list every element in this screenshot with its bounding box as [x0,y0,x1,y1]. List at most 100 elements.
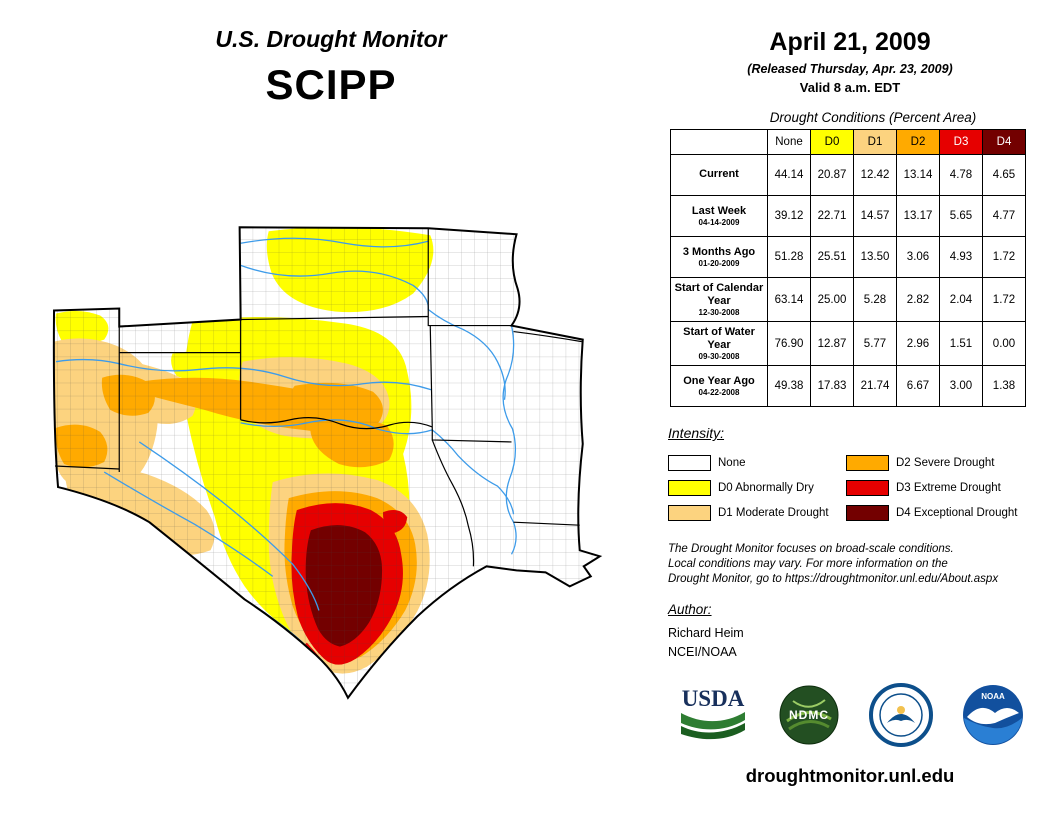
d1-swatch [668,504,711,521]
table-corner-cell [670,129,768,155]
region-title: SCIPP [265,61,397,108]
author-name: Richard Heim [668,626,744,640]
value-cell: 3.06 [896,236,940,278]
table-row-last-week: Last Week 04-14-2009 39.12 22.71 14.57 13… [670,195,1026,237]
legend-title: Intensity: [668,425,725,441]
row-label: Start of Water Year [683,326,755,351]
map-outline [52,226,603,700]
ndmc-logo: NDMC [779,685,839,745]
row-label: One Year Ago [683,374,755,387]
author-org: NCEI/NOAA [668,645,737,659]
value-cell: 76.90 [767,321,811,366]
county-grid [53,227,600,698]
value-cell: 0.00 [982,321,1026,366]
value-cell: 6.67 [896,365,940,407]
row-date: 12-30-2008 [698,308,740,317]
row-date: 09-30-2008 [698,352,740,361]
value-cell: 5.77 [853,321,897,366]
state-borders [55,228,582,567]
row-date: 04-22-2008 [698,388,740,398]
legend-label: D2 Severe Drought [896,456,995,469]
table-row-start-calendar-year: Start of Calendar Year 12-30-2008 63.14 2… [670,277,1026,322]
legend-grid: None D0 Abnormally Dry D1 Moderate Droug… [668,450,1032,525]
row-label: 3 Months Ago [682,245,756,258]
col-header-d0: D0 [810,129,854,155]
value-cell: 4.65 [982,154,1026,196]
disclaimer-line: Local conditions may vary. For more info… [668,558,948,570]
value-cell: 1.72 [982,236,1026,278]
value-cell: 12.87 [810,321,854,366]
value-cell: 1.51 [939,321,983,366]
value-cell: 13.17 [896,195,940,237]
value-cell: 20.87 [810,154,854,196]
author-heading: Author: [668,602,712,617]
valid-time: Valid 8 a.m. EDT [799,80,901,95]
table-row-one-year-ago: One Year Ago 04-22-2008 49.38 17.83 21.74… [670,365,1026,407]
value-cell: 13.14 [896,154,940,196]
value-cell: 4.93 [939,236,983,278]
disclaimer-line: Drought Monitor, go to https://droughtmo… [668,573,999,585]
footer-url: droughtmonitor.unl.edu [745,765,955,786]
value-cell: 21.74 [853,365,897,407]
drought-map [44,212,662,712]
info-panel: April 21, 2009 (Released Thursday, Apr. … [668,28,1032,787]
value-cell: 2.82 [896,277,940,322]
table-row-3-months-ago: 3 Months Ago 01-20-2009 51.28 25.51 13.50… [670,236,1026,278]
value-cell: 2.96 [896,321,940,366]
row-date: 04-14-2009 [698,218,740,228]
value-cell: 44.14 [767,154,811,196]
drought-table: None D0 D1 D2 D3 D4 Current 44.14 20.87 … [670,129,1026,407]
intensity-legend: Intensity: None D0 Abnormally Dry D1 Mod… [668,425,1032,525]
value-cell: 14.57 [853,195,897,237]
ndmc-logo-text: NDMC [789,708,829,722]
d0-swatch [668,479,711,496]
none-swatch [668,454,711,471]
value-cell: 2.04 [939,277,983,322]
value-cell: 13.50 [853,236,897,278]
legend-label: D0 Abnormally Dry [718,481,814,494]
table-row-start-water-year: Start of Water Year 09-30-2008 76.90 12.8… [670,321,1026,366]
table-row-current: Current 44.14 20.87 12.42 13.14 4.78 4.6… [670,154,1026,196]
value-cell: 5.28 [853,277,897,322]
value-cell: 1.38 [982,365,1026,407]
d4-swatch [846,504,889,521]
noaa-logo-text: NOAA [981,692,1005,701]
legend-label: D1 Moderate Drought [718,506,829,519]
table-caption: Drought Conditions (Percent Area) [769,110,977,125]
value-cell: 4.78 [939,154,983,196]
usda-logo: USDA [681,686,745,740]
row-label: Current [699,168,739,181]
row-label: Start of Calendar Year [674,282,764,307]
logo-row: USDA NDMC NOAA [668,675,1032,755]
legend-label: None [718,456,746,469]
value-cell: 12.42 [853,154,897,196]
doc-seal-logo [868,683,933,747]
value-cell: 51.28 [767,236,811,278]
author-block: Author: Richard Heim NCEI/NOAA [668,602,1032,662]
value-cell: 17.83 [810,365,854,407]
map-date: April 21, 2009 [769,28,931,56]
col-header-d3: D3 [939,129,983,155]
value-cell: 5.65 [939,195,983,237]
legend-item-d4: D4 Exceptional Drought [846,500,1032,525]
value-cell: 22.71 [810,195,854,237]
drought-map-svg [52,226,603,700]
released-date: (Released Thursday, Apr. 23, 2009) [747,62,953,76]
value-cell: 25.51 [810,236,854,278]
legend-item-none: None [668,450,846,475]
usda-logo-text: USDA [682,686,745,711]
value-cell: 39.12 [767,195,811,237]
legend-item-d2: D2 Severe Drought [846,450,1032,475]
value-cell: 63.14 [767,277,811,322]
value-cell: 3.00 [939,365,983,407]
d3-swatch [846,479,889,496]
legend-label: D4 Exceptional Drought [896,506,1018,519]
legend-label: D3 Extreme Drought [896,481,1001,494]
legend-item-d0: D0 Abnormally Dry [668,475,846,500]
row-label: Last Week [691,204,747,217]
noaa-logo: NOAA [962,685,1023,745]
col-header-d1: D1 [853,129,897,155]
value-cell: 49.38 [767,365,811,407]
col-header-d2: D2 [896,129,940,155]
value-cell: 4.77 [982,195,1026,237]
